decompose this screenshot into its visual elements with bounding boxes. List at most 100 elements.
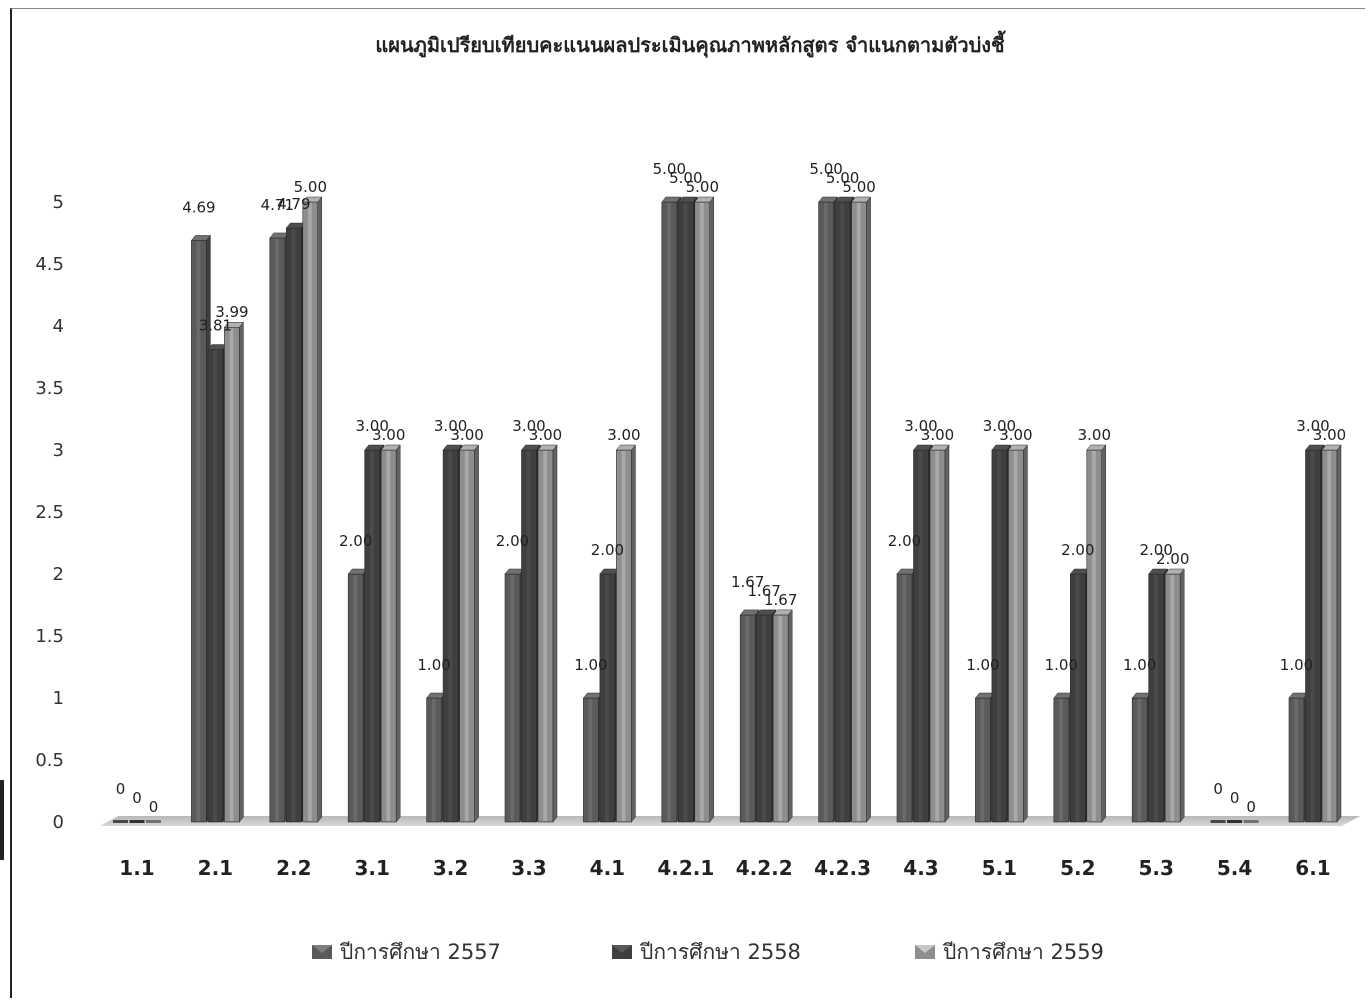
y-tick-label: 3.5 bbox=[35, 378, 64, 399]
data-label-4.1-s2: 2.00 bbox=[591, 541, 624, 559]
y-tick-label: 2.5 bbox=[35, 502, 64, 523]
y-tick-label: 0 bbox=[53, 812, 64, 833]
legend: ปีการศึกษา 2557 ปีการศึกษา 2558 ปีการศึกษา… bbox=[312, 940, 1104, 964]
data-label-4.3-s3: 3.00 bbox=[921, 426, 954, 444]
data-label-4.2.3-s3: 5.00 bbox=[842, 178, 875, 196]
legend-item-3: ปีการศึกษา 2559 bbox=[915, 940, 1104, 964]
data-label-4.2.1-s3: 5.00 bbox=[686, 178, 719, 196]
bar-3.2-s1 bbox=[427, 693, 446, 822]
data-label-5.4-s3: 0 bbox=[1246, 798, 1256, 816]
data-label-6.1-s3: 3.00 bbox=[1313, 426, 1346, 444]
y-tick-label: 1 bbox=[53, 688, 64, 709]
bar-4.3-s3 bbox=[930, 445, 949, 822]
data-label-5.4-s1: 0 bbox=[1213, 780, 1223, 798]
bar-4.2.3-s3 bbox=[852, 197, 871, 822]
bar-3.1-s1 bbox=[348, 569, 367, 822]
bar-4.2.2-s2 bbox=[757, 610, 776, 822]
data-label-2.2-s3: 5.00 bbox=[294, 178, 327, 196]
bar-4.1-s1 bbox=[583, 693, 602, 822]
legend-label: ปีการศึกษา 2559 bbox=[942, 940, 1104, 964]
bar-3.3-s2 bbox=[522, 445, 541, 822]
bar-3.1-s3 bbox=[381, 445, 400, 822]
data-label-3.1-s3: 3.00 bbox=[372, 426, 405, 444]
bar-5.3-s1 bbox=[1132, 693, 1151, 822]
bar-5.1-s2 bbox=[992, 445, 1011, 822]
data-label-1.1-s3: 0 bbox=[149, 798, 159, 816]
x-tick-label: 3.2 bbox=[433, 856, 468, 880]
y-tick-label: 3 bbox=[53, 440, 64, 461]
data-label-3.3-s1: 2.00 bbox=[496, 532, 529, 550]
y-tick-label: 1.5 bbox=[35, 626, 64, 647]
bar-1.1-s3 bbox=[146, 820, 161, 823]
data-label-4.1-s3: 3.00 bbox=[607, 426, 640, 444]
data-label-3.1-s1: 2.00 bbox=[339, 532, 372, 550]
y-tick-label: 4.5 bbox=[35, 254, 64, 275]
bar-2.1-s2 bbox=[208, 345, 227, 822]
bar-6.1-s3 bbox=[1322, 445, 1341, 822]
data-label-1.1-s1: 0 bbox=[116, 780, 126, 798]
bar-2.2-s3 bbox=[303, 197, 322, 822]
x-tick-label: 4.2.1 bbox=[657, 856, 714, 880]
bar-4.3-s2 bbox=[914, 445, 933, 822]
bar-3.2-s3 bbox=[460, 445, 479, 822]
bar-6.1-s2 bbox=[1306, 445, 1325, 822]
x-tick-label: 4.3 bbox=[903, 856, 938, 880]
bar-5.2-s3 bbox=[1087, 445, 1106, 822]
bar-1.1-s1 bbox=[113, 820, 128, 823]
bar-2.2-s1 bbox=[270, 233, 289, 822]
y-tick-label: 0.5 bbox=[35, 750, 64, 771]
bar-4.2.1-s3 bbox=[695, 197, 714, 822]
bar-6.1-s1 bbox=[1289, 693, 1308, 822]
bar-5.3-s2 bbox=[1149, 569, 1168, 822]
data-label-2.2-s2: 4.79 bbox=[277, 195, 310, 213]
data-label-5.1-s3: 3.00 bbox=[999, 426, 1032, 444]
bar-5.1-s1 bbox=[975, 693, 994, 822]
bar-4.2.1-s1 bbox=[662, 197, 681, 822]
bar-4.2.2-s3 bbox=[773, 610, 792, 822]
x-tick-label: 2.2 bbox=[276, 856, 311, 880]
bar-4.1-s3 bbox=[616, 445, 635, 822]
bar-4.2.3-s2 bbox=[835, 197, 854, 822]
bar-5.2-s2 bbox=[1070, 569, 1089, 822]
data-label-3.2-s3: 3.00 bbox=[450, 426, 483, 444]
y-tick-label: 2 bbox=[53, 564, 64, 585]
y-tick-label: 4 bbox=[53, 316, 64, 337]
bar-4.2.2-s1 bbox=[740, 610, 759, 822]
bar-3.3-s3 bbox=[538, 445, 557, 822]
bar-4.2.3-s1 bbox=[819, 197, 838, 822]
x-tick-label: 2.1 bbox=[198, 856, 233, 880]
x-tick-label: 5.3 bbox=[1138, 856, 1173, 880]
data-label-3.3-s3: 3.00 bbox=[529, 426, 562, 444]
bar-5.4-s3 bbox=[1244, 820, 1259, 823]
bar-5.4-s1 bbox=[1211, 820, 1226, 823]
data-label-3.2-s1: 1.00 bbox=[417, 656, 450, 674]
x-tick-label: 6.1 bbox=[1295, 856, 1330, 880]
x-tick-label: 4.2.3 bbox=[814, 856, 871, 880]
data-label-2.1-s3: 3.99 bbox=[215, 303, 248, 321]
y-tick-label: 5 bbox=[53, 192, 64, 213]
bar-3.3-s1 bbox=[505, 569, 524, 822]
x-tick-label: 5.2 bbox=[1060, 856, 1095, 880]
data-label-5.2-s3: 3.00 bbox=[1078, 426, 1111, 444]
data-label-5.3-s3: 2.00 bbox=[1156, 550, 1189, 568]
x-tick-label: 4.2.2 bbox=[736, 856, 793, 880]
data-label-5.3-s1: 1.00 bbox=[1123, 656, 1156, 674]
legend-label: ปีการศึกษา 2557 bbox=[339, 940, 501, 964]
bar-2.1-s3 bbox=[224, 322, 243, 822]
bar-5.1-s3 bbox=[1008, 445, 1027, 822]
data-label-4.2.2-s3: 1.67 bbox=[764, 591, 797, 609]
x-tick-label: 1.1 bbox=[119, 856, 154, 880]
x-tick-label: 5.4 bbox=[1217, 856, 1252, 880]
bar-4.2.1-s2 bbox=[678, 197, 697, 822]
chart-title: แผนภูมิเปรียบเทียบคะแนนผลประเมินคุณภาพหล… bbox=[375, 30, 1006, 59]
bar-4.1-s2 bbox=[600, 569, 619, 822]
x-tick-label: 4.1 bbox=[590, 856, 625, 880]
data-label-5.2-s1: 1.00 bbox=[1045, 656, 1078, 674]
data-label-5.2-s2: 2.00 bbox=[1061, 541, 1094, 559]
x-tick-label: 3.3 bbox=[511, 856, 546, 880]
data-label-4.3-s1: 2.00 bbox=[888, 532, 921, 550]
bar-2.2-s2 bbox=[286, 223, 305, 822]
bar-5.2-s1 bbox=[1054, 693, 1073, 822]
x-axis: 1.1 2.1 2.2 3.1 3.2 3.3 4.1 4.2.1 4.2.2 4.2.3 4.3 5… bbox=[119, 856, 1330, 880]
legend-item-2: ปีการศึกษา 2558 bbox=[612, 940, 801, 964]
